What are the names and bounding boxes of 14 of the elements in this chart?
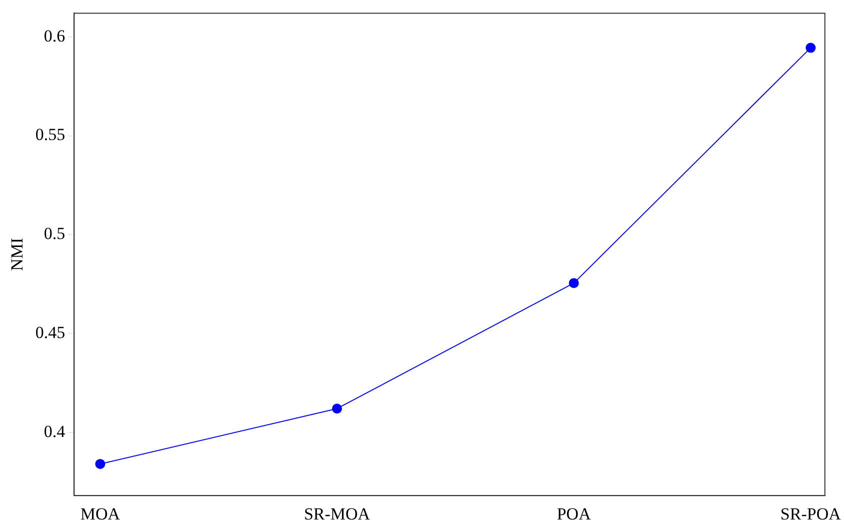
- y-tick-label: 0.45: [35, 322, 66, 342]
- y-tick-label: 0.55: [35, 125, 66, 144]
- y-tick-label: 0.6: [44, 26, 66, 46]
- x-tick-label: POA: [556, 504, 592, 524]
- point: [806, 42, 816, 53]
- y-axis-title: NMI: [8, 238, 27, 271]
- x-tick-label: SR-POA: [780, 504, 842, 524]
- x-tick-label: SR-MOA: [304, 504, 371, 524]
- point: [95, 458, 106, 469]
- point: [332, 404, 342, 414]
- x-tick-label: MOA: [80, 504, 121, 524]
- y-tick-label: 0.5: [44, 224, 66, 244]
- point: [568, 278, 579, 288]
- y-tick-label: 0.4: [44, 422, 66, 441]
